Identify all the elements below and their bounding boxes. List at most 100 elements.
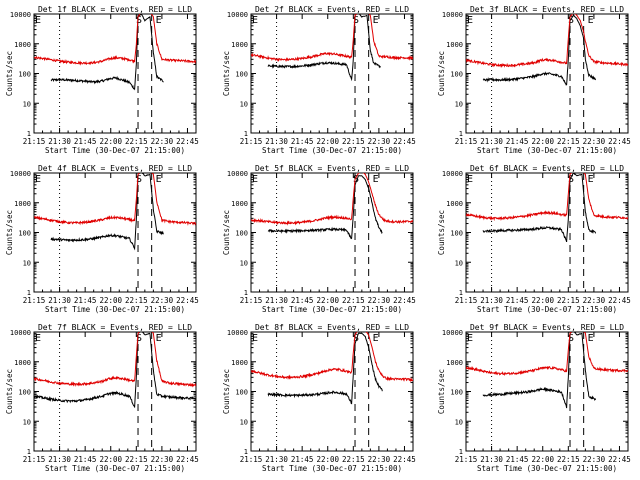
- y-tick-label: 100: [235, 230, 248, 238]
- series-line-lld: [466, 332, 628, 376]
- chart-panel-4: Det 4f BLACK = Events, RED = LLD 1 10 100 10…: [5, 164, 199, 314]
- series-line-events: [34, 332, 196, 408]
- plot-frame: [465, 331, 629, 452]
- y-tick-label: 10000: [442, 170, 463, 178]
- y-tick-label: 1000: [14, 359, 31, 367]
- x-axis-label: Start Time (30-Dec-07 21:15:00): [262, 464, 402, 473]
- plot-frame: [465, 172, 629, 293]
- y-axis-label: Counts/sec: [5, 369, 14, 414]
- series-group: [34, 14, 196, 91]
- marker-e: E: [156, 174, 162, 185]
- plot-frame: [250, 172, 414, 293]
- x-axis-label: Start Time (30-Dec-07 21:15:00): [477, 146, 617, 155]
- x-tick-label: 22:45: [393, 455, 416, 464]
- y-tick-label: 1: [27, 448, 31, 456]
- series-group: [251, 173, 413, 240]
- marker-s: S: [568, 174, 574, 185]
- marker-e: E: [588, 333, 594, 344]
- marker-e-left: E: [35, 333, 41, 344]
- y-tick-label: 10: [240, 418, 248, 426]
- x-tick-label: 22:15: [125, 455, 148, 464]
- x-tick-label: 22:30: [368, 296, 391, 305]
- marker-s: S: [568, 333, 574, 344]
- chart-title: Det 8f BLACK = Events, RED = LLD: [255, 323, 409, 332]
- x-tick-label: 21:15: [455, 137, 478, 146]
- x-tick-label: 21:30: [48, 137, 71, 146]
- x-tick-label: 21:15: [23, 455, 46, 464]
- plot-frame: [33, 13, 197, 134]
- y-tick-label: 1000: [231, 359, 248, 367]
- x-tick-label: 22:30: [583, 137, 606, 146]
- chart-title: Det 5f BLACK = Events, RED = LLD: [255, 164, 409, 173]
- y-axis-label: Counts/sec: [222, 210, 231, 255]
- x-tick-label: 22:15: [125, 137, 148, 146]
- x-tick-label: 21:30: [265, 455, 288, 464]
- x-tick-label: 22:45: [176, 296, 199, 305]
- plot-frame: [250, 13, 414, 134]
- y-tick-label: 1: [459, 289, 463, 297]
- marker-e: E: [588, 15, 594, 26]
- series-line-events: [482, 332, 597, 409]
- marker-e-left: E: [252, 333, 258, 344]
- x-tick-label: 21:45: [74, 137, 97, 146]
- x-tick-label: 21:15: [455, 455, 478, 464]
- y-tick-label: 1000: [446, 200, 463, 208]
- x-axis-label: Start Time (30-Dec-07 21:15:00): [477, 464, 617, 473]
- series-line-lld: [251, 14, 413, 62]
- x-tick-label: 22:15: [557, 296, 580, 305]
- y-tick-label: 1: [27, 289, 31, 297]
- chart-panel-1: Det 1f BLACK = Events, RED = LLD 1 10 100 10…: [5, 5, 199, 155]
- marker-e-left: E: [252, 15, 258, 26]
- x-tick-label: 21:45: [506, 137, 529, 146]
- x-tick-label: 22:30: [151, 296, 174, 305]
- series-line-events: [267, 175, 383, 240]
- y-axis-label: Counts/sec: [222, 51, 231, 96]
- y-axis-label: Counts/sec: [222, 369, 231, 414]
- chart-title: Det 7f BLACK = Events, RED = LLD: [38, 323, 192, 332]
- x-tick-label: 22:45: [393, 296, 416, 305]
- y-tick-label: 10000: [227, 329, 248, 337]
- x-tick-label: 22:45: [176, 455, 199, 464]
- y-tick-label: 1000: [231, 41, 248, 49]
- series-group: [34, 173, 196, 251]
- x-tick-label: 22:45: [608, 296, 631, 305]
- x-tick-label: 21:45: [291, 455, 314, 464]
- y-tick-label: 10: [455, 418, 463, 426]
- chart-panel-5: Det 5f BLACK = Events, RED = LLD 1 10 100 10…: [222, 164, 416, 314]
- chart-title: Det 4f BLACK = Events, RED = LLD: [38, 164, 192, 173]
- x-tick-label: 22:00: [531, 296, 554, 305]
- y-tick-label: 1: [459, 130, 463, 138]
- y-tick-label: 100: [235, 71, 248, 79]
- series-line-lld: [251, 332, 413, 383]
- y-tick-label: 100: [450, 71, 463, 79]
- x-tick-label: 22:15: [342, 296, 365, 305]
- marker-s: S: [136, 333, 142, 344]
- y-tick-label: 10: [23, 100, 31, 108]
- series-group: [251, 332, 413, 405]
- y-tick-label: 1000: [14, 200, 31, 208]
- x-tick-label: 22:45: [393, 137, 416, 146]
- series-line-events: [50, 14, 164, 91]
- chart-title: Det 2f BLACK = Events, RED = LLD: [255, 5, 409, 14]
- y-tick-label: 10000: [10, 11, 31, 19]
- y-tick-label: 10000: [442, 329, 463, 337]
- y-tick-label: 100: [18, 389, 31, 397]
- y-tick-label: 100: [235, 389, 248, 397]
- chart-panel-6: Det 6f BLACK = Events, RED = LLD 1 10 100 10…: [437, 164, 631, 314]
- x-tick-label: 21:15: [240, 455, 263, 464]
- x-tick-label: 22:30: [583, 296, 606, 305]
- marker-s: S: [353, 333, 359, 344]
- x-tick-label: 21:45: [291, 296, 314, 305]
- x-tick-label: 21:45: [506, 455, 529, 464]
- y-axis-label: Counts/sec: [437, 51, 446, 96]
- x-tick-label: 21:30: [480, 296, 503, 305]
- y-tick-label: 1: [244, 289, 248, 297]
- series-line-events: [267, 14, 381, 82]
- plot-frame: [33, 172, 197, 293]
- series-group: [466, 332, 628, 409]
- marker-e: E: [588, 174, 594, 185]
- plot-frame: [250, 331, 414, 452]
- marker-e: E: [156, 15, 162, 26]
- x-tick-label: 22:00: [316, 455, 339, 464]
